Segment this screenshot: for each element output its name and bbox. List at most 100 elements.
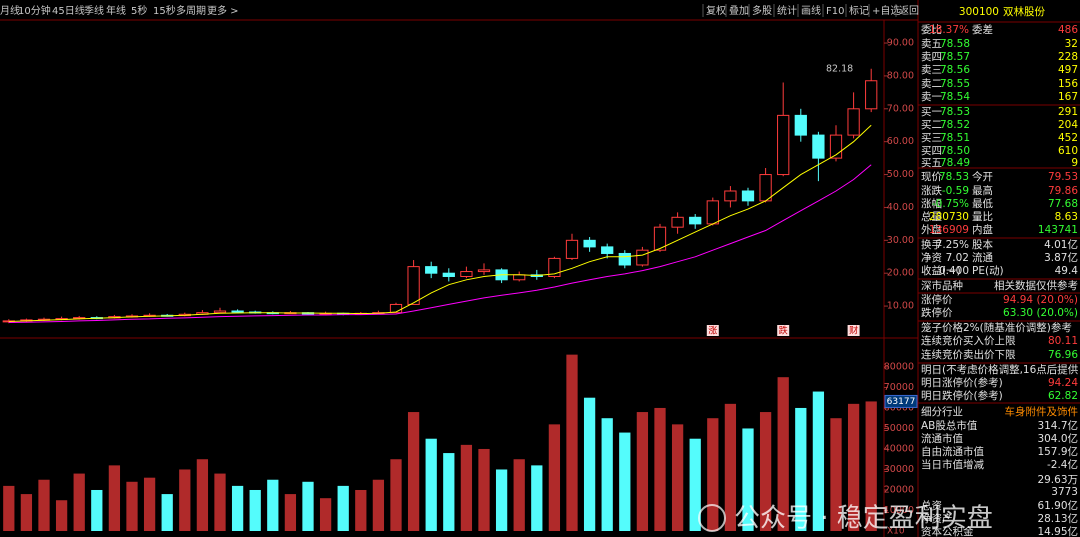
panel-cell: -2.4亿 (1047, 458, 1078, 471)
candle-body (389, 303, 403, 314)
panel-cell: 跌停价 (921, 306, 953, 319)
panel-cell: 涨幅 (921, 197, 942, 210)
toolbar-tab[interactable]: 5秒 (131, 4, 147, 17)
y-tick-label: 40000 (884, 443, 914, 454)
toolbar-tab[interactable]: 45日线 (52, 4, 85, 17)
candle-body (583, 239, 596, 248)
panel-cell: 资本公积金 (921, 525, 974, 537)
panel-cell: 452 (1058, 132, 1078, 144)
panel-cell: 卖五 (921, 38, 942, 50)
y-tick-label: 70.00 (887, 103, 914, 114)
volume-bar (407, 412, 420, 531)
panel-cell: 买二 (921, 119, 942, 131)
volume-bar (319, 498, 332, 531)
panel-cell: 136909 (929, 224, 969, 236)
volume-bar (55, 500, 68, 531)
panel-cell: 304.0亿 (1037, 432, 1078, 445)
volume-bar (284, 494, 297, 531)
toolbar-button[interactable]: 复权 (706, 4, 726, 17)
panel-cell: 最低 (972, 197, 993, 210)
toolbar-button[interactable]: 统计 (777, 4, 797, 17)
y-tick-label: 80000 (884, 361, 914, 372)
volume-bar (671, 424, 684, 531)
high-label: 82.18 (826, 63, 853, 74)
panel-cell: 7.25% (936, 239, 969, 251)
toolbar-button[interactable]: 标记 (849, 5, 869, 17)
candle-body (741, 190, 755, 202)
volume-bar (443, 453, 455, 531)
event-label: 跌 (779, 326, 788, 337)
panel-cell: 0.400 (939, 265, 969, 277)
toolbar-tab[interactable]: 多周期 (176, 4, 206, 17)
volume-bar (161, 494, 173, 531)
panel-cell: 最高 (972, 184, 993, 197)
volume-bar (795, 407, 807, 531)
candle-body (601, 246, 614, 254)
event-icon (847, 325, 860, 336)
toolbar-tab[interactable]: 年线 (106, 4, 126, 17)
panel-cell: 291 (1058, 106, 1078, 118)
panel-cell: 自由流通市值 (921, 445, 984, 458)
panel-cell: 63.30 (20.0%) (1003, 307, 1078, 319)
panel-cell: 买五 (921, 157, 942, 169)
candle-body (689, 216, 702, 225)
panel-cell: 4.01亿 (1044, 238, 1078, 251)
toolbar-button[interactable]: +自选 (872, 4, 900, 17)
toolbar-tab[interactable]: 15秒 (153, 4, 176, 17)
volume-bar (196, 459, 209, 531)
volume-bar (830, 418, 842, 531)
candle-body (865, 80, 878, 110)
volume-bar (267, 479, 279, 531)
toolbar-button[interactable]: 画线 (801, 4, 821, 17)
panel-cell: 62.82 (1048, 390, 1078, 402)
toolbar-tab[interactable]: 更多 > (207, 4, 239, 17)
panel-cell: 32 (1065, 38, 1078, 50)
panel-cell: 9 (1071, 157, 1078, 169)
volume-bar (742, 428, 754, 531)
panel-cell: 流通 (972, 251, 993, 264)
toolbar-tab[interactable]: 10分钟 (18, 4, 51, 17)
volume-bar (513, 459, 525, 531)
panel-cell: 收益(一) (921, 264, 961, 277)
y-tick-label: 40.00 (887, 202, 914, 213)
panel-cell: 卖二 (921, 78, 942, 90)
candle-body (829, 134, 843, 159)
panel-cell: 3.87亿 (1044, 251, 1078, 264)
panel-cell: 买一 (921, 106, 942, 118)
watermark-icon (698, 504, 726, 532)
volume-bar (372, 479, 385, 531)
toolbar-tab[interactable]: 月线 (0, 4, 20, 17)
candle-body (653, 226, 667, 251)
current-volume-label: 63177 (887, 397, 916, 407)
toolbar-button[interactable]: 多股 (752, 4, 772, 17)
panel-cell: 157.9亿 (1037, 445, 1078, 458)
candle-body (706, 200, 719, 225)
panel-cell: 80.11 (1048, 335, 1078, 347)
panel-cell: 497 (1058, 64, 1078, 76)
panel-cell: 买四 (921, 145, 942, 157)
panel-cell: 明日跌停价(参考) (921, 389, 1003, 402)
volume-bar (390, 459, 402, 531)
panel-cell: 29.63万 (1037, 474, 1078, 486)
panel-cell: 委差 (972, 23, 993, 36)
moving-average (8, 164, 872, 323)
panel-cell: 净资 (921, 251, 942, 264)
volume-bar (619, 432, 631, 531)
y-tick-label: 10.00 (887, 301, 914, 312)
panel-cell: 相关数据仅供参考 (994, 279, 1078, 292)
toolbar-button[interactable]: F10 (826, 6, 844, 17)
panel-cell: 280730 (929, 211, 969, 223)
watermark: 公众号 · 稳定盈利实盘 (734, 504, 993, 534)
volume-bar (20, 494, 33, 531)
toolbar-tab[interactable]: 季线 (84, 4, 104, 17)
volume-bar (302, 481, 314, 531)
toolbar-button[interactable]: 返回 (899, 5, 919, 17)
panel-cell: 167 (1058, 91, 1078, 103)
panel-cell: 78.50 (940, 145, 970, 157)
panel-cell: 78.58 (940, 38, 970, 50)
volume-bar (566, 354, 578, 531)
toolbar-button[interactable]: 叠加 (729, 5, 749, 17)
panel-cell: 内盘 (972, 223, 993, 236)
